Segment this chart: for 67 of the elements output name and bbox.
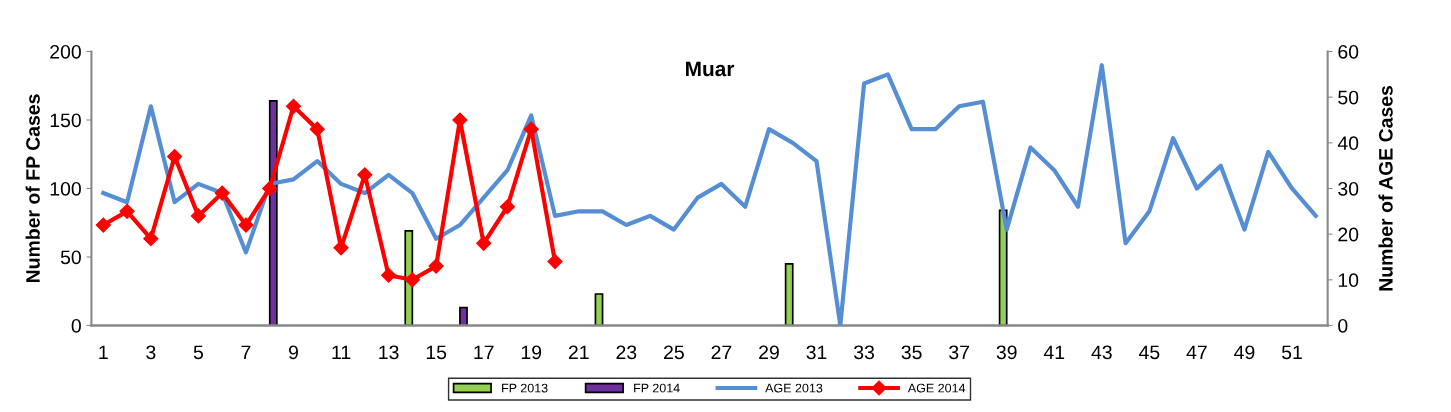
- x-tick-label: 35: [901, 345, 922, 360]
- y-axis-title: Number of FP Cases: [25, 94, 40, 283]
- legend-label: AGE 2014: [907, 383, 966, 393]
- point: [428, 258, 444, 274]
- y-tick-label: 0: [71, 318, 81, 333]
- point: [262, 180, 278, 197]
- y2-axis-title: Number of AGE Cases: [1378, 85, 1393, 291]
- x-tick-label: 21: [568, 345, 589, 360]
- line-series: [101, 63, 1318, 326]
- y2-tick-label: 10: [1338, 273, 1359, 288]
- x-tick-label: 25: [664, 345, 684, 360]
- x-tick-label: 47: [1186, 345, 1207, 360]
- point: [309, 121, 325, 137]
- x-tick-label: 33: [854, 345, 875, 360]
- y2-tick-label: 60: [1338, 44, 1359, 59]
- x-tick-label: 31: [806, 345, 827, 360]
- bar: [998, 209, 1008, 326]
- x-tick-label: 9: [289, 345, 298, 360]
- bar: [784, 262, 794, 326]
- x-tick-label: 17: [474, 345, 494, 360]
- point: [285, 98, 302, 114]
- x-tick-label: 1: [99, 345, 108, 360]
- point: [357, 167, 373, 183]
- legend-label: FP 2014: [634, 383, 680, 393]
- y-tick-label: 50: [60, 250, 81, 265]
- bar: [404, 230, 414, 326]
- x-tick-label: 39: [996, 345, 1017, 360]
- x-tick-label: 19: [521, 345, 542, 360]
- x-tick-label: 45: [1138, 345, 1160, 360]
- x-tick-label: 49: [1234, 345, 1255, 360]
- x-tick-label: 11: [332, 345, 351, 360]
- y2-tick-label: 50: [1338, 90, 1359, 105]
- x-tick-label: 5: [193, 345, 203, 360]
- point: [167, 148, 183, 165]
- chart-title: Muar: [686, 61, 735, 77]
- point: [119, 203, 135, 219]
- legend-label: AGE 2013: [765, 383, 823, 393]
- x-tick-label: 37: [949, 345, 970, 360]
- point: [238, 217, 254, 233]
- x-tick-label: 15: [426, 345, 447, 360]
- x-tick-label: 29: [759, 345, 779, 360]
- x-tick-label: 7: [241, 345, 251, 360]
- point: [190, 208, 206, 224]
- y-tick-label: 150: [50, 113, 81, 128]
- point: [547, 253, 563, 270]
- x-tick-label: 3: [146, 345, 156, 360]
- y2-tick-label: 30: [1338, 181, 1359, 196]
- point: [499, 199, 516, 215]
- point: [404, 272, 420, 288]
- y2-tick-label: 0: [1338, 318, 1348, 333]
- bar: [459, 306, 468, 326]
- legend-label: FP 2013: [502, 383, 548, 393]
- x-tick-label: 41: [1043, 345, 1065, 360]
- y2-tick-label: 40: [1337, 136, 1359, 151]
- point: [381, 267, 397, 283]
- point: [143, 231, 159, 247]
- y2-tick-label: 20: [1338, 227, 1359, 242]
- y-tick-label: 200: [50, 44, 81, 59]
- x-tick-label: 51: [1281, 345, 1302, 360]
- y-tick-label: 100: [50, 181, 81, 196]
- x-tick-label: 27: [711, 345, 732, 360]
- point: [95, 217, 111, 233]
- point: [476, 235, 492, 251]
- x-tick-label: 43: [1091, 345, 1112, 360]
- point: [214, 185, 230, 201]
- x-tick-label: 23: [616, 345, 637, 360]
- x-tick-label: 13: [379, 345, 399, 360]
